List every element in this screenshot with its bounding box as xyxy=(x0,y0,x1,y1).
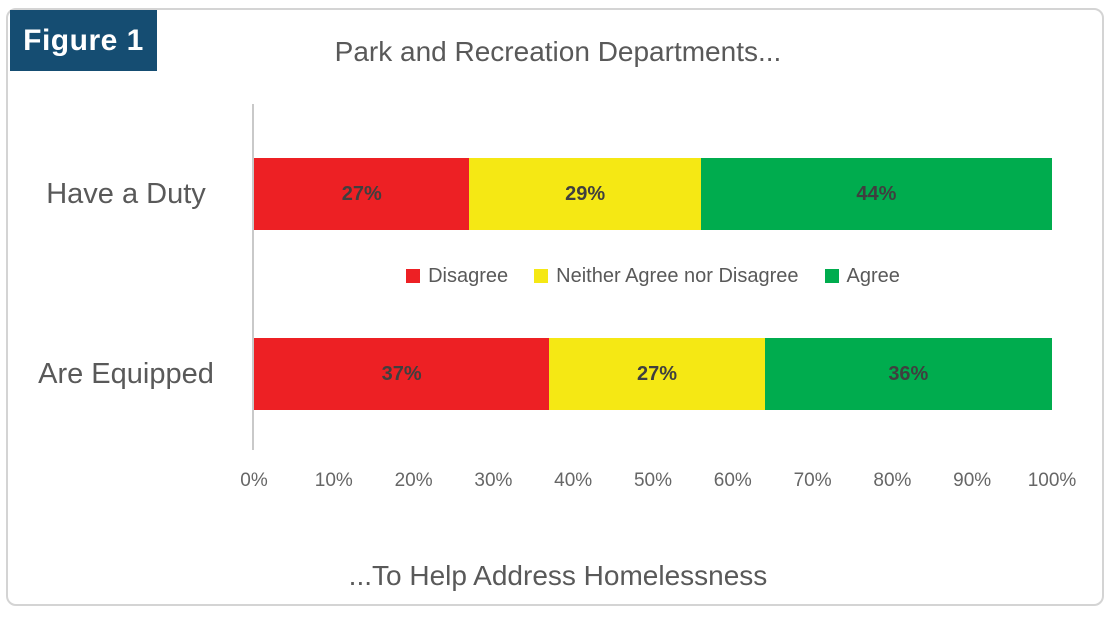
x-tick-label: 50% xyxy=(633,470,673,491)
bar-segment-neither-agree-nor-disagree: 27% xyxy=(549,338,765,410)
legend-item-disagree: Disagree xyxy=(406,265,508,288)
x-tick-label: 70% xyxy=(793,470,832,491)
bar-segment-agree: 44% xyxy=(700,158,1052,230)
legend-label: Agree xyxy=(846,264,900,287)
legend-item-agree: Agree xyxy=(824,264,900,288)
category-label-have-a-duty: Have a Duty xyxy=(46,177,206,210)
bar-row-have-a-duty: 27% 29% 44% xyxy=(254,158,1052,230)
legend: Disagree Neither Agree nor Disagree Agree xyxy=(254,261,1052,291)
legend-swatch-icon xyxy=(534,269,549,283)
plot-area: 27% 29% 44% 37% 27% 36% Disagree Neither Agree… xyxy=(240,104,1076,491)
bar-value-label: 27% xyxy=(636,362,677,385)
bar-value-label: 29% xyxy=(565,182,606,205)
chart-subtitle: ...To Help Address Homelessness xyxy=(348,560,768,591)
figure-label-text: Figure 1 xyxy=(23,23,144,57)
legend-item-neither-agree-nor-disagree: Neither Agree nor Disagree xyxy=(534,264,799,288)
x-tick-label: 30% xyxy=(474,470,513,491)
x-tick-label: 0% xyxy=(240,470,268,491)
x-tick-label: 80% xyxy=(873,470,912,491)
chart-title: Park and Recreation Departments... xyxy=(334,36,782,67)
bar-value-label: 37% xyxy=(381,362,422,385)
x-tick-label: 90% xyxy=(953,470,992,491)
x-tick-label: 10% xyxy=(314,470,353,491)
bar-segment-neither-agree-nor-disagree: 29% xyxy=(469,158,701,230)
legend-label: Neither Agree nor Disagree xyxy=(556,264,799,287)
x-axis-ticks: 0% 10% 20% 30% 40% 50% 60% 70% 80% 90% 100% xyxy=(240,470,1076,494)
category-label-are-equipped: Are Equipped xyxy=(38,357,214,390)
bar-value-label: 44% xyxy=(856,182,897,205)
x-tick-label: 100% xyxy=(1027,470,1077,491)
bar-segment-agree: 36% xyxy=(764,338,1052,410)
x-tick-label: 40% xyxy=(554,470,593,491)
bar-value-label: 36% xyxy=(888,362,929,385)
legend-swatch-icon xyxy=(824,269,839,283)
figure-label-badge: Figure 1 xyxy=(10,10,157,71)
legend-label: Disagree xyxy=(428,264,509,287)
x-tick-label: 60% xyxy=(713,470,752,491)
figure-frame xyxy=(6,8,1104,606)
bar-row-are-equipped: 37% 27% 36% xyxy=(254,338,1052,410)
x-tick-label: 20% xyxy=(394,470,433,491)
bar-value-label: 27% xyxy=(341,182,382,205)
legend-swatch-icon xyxy=(406,269,421,283)
bar-segment-disagree: 27% xyxy=(254,158,470,230)
bar-segment-disagree: 37% xyxy=(254,338,550,410)
